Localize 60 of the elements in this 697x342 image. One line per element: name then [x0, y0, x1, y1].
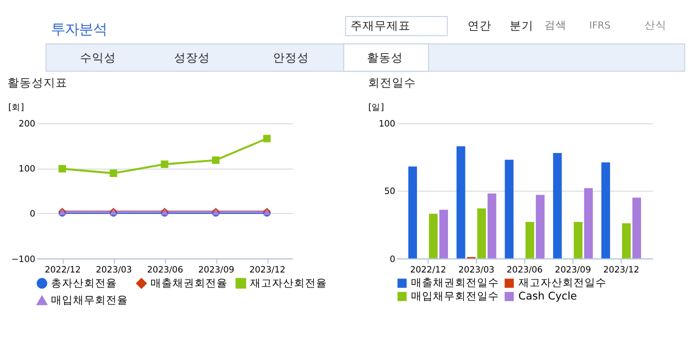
bar [584, 188, 593, 258]
x-tick-label: 2023/06 [147, 265, 184, 276]
bar [504, 160, 514, 258]
bar [536, 194, 545, 258]
x-tick-label: 2023/12 [249, 265, 286, 276]
chart-title: 회전일수 [368, 76, 416, 90]
y-axis-title: [일] [368, 103, 384, 114]
bar [526, 222, 534, 258]
bar [439, 210, 448, 258]
y-tick-label: 0 [30, 210, 36, 220]
x-tick-label: 2023/09 [198, 265, 234, 276]
legend-label: 매출채권회전일수 [411, 276, 500, 290]
text: 수익성 [80, 50, 116, 64]
y-tick-label: 200 [18, 120, 36, 130]
legend-label: 매입채무회전일수 [411, 289, 500, 302]
legend-label: 재고자산회전율 [250, 276, 328, 290]
point [110, 169, 118, 177]
legend-label: Cash Cycle [518, 289, 577, 302]
legend-label: 총자산회전율 [51, 276, 118, 290]
x-tick-label: 2022/12 [44, 265, 81, 276]
x-tick-label: 2023/03 [96, 265, 132, 276]
bar [601, 162, 610, 258]
y-tick-label: 50 [384, 187, 396, 198]
text: 주재무제표 [350, 18, 410, 32]
x-tick-label: 2022/12 [410, 265, 446, 276]
x-tick-label: 2023/06 [506, 265, 543, 276]
bar [477, 208, 486, 258]
chart-title: 활동성지표 [8, 76, 68, 90]
y-tick-label: 100 [378, 120, 396, 130]
bar [553, 152, 562, 258]
point [212, 156, 220, 164]
text: 활동성 [367, 50, 404, 64]
x-tick-label: 2023/12 [603, 265, 640, 276]
bar [428, 214, 438, 258]
point [160, 160, 168, 168]
bar [574, 222, 582, 258]
y-tick-label: 100 [18, 164, 36, 175]
text: 검색 [544, 18, 567, 32]
bar [632, 198, 642, 258]
bar [408, 166, 417, 258]
text: 연간 [467, 18, 492, 32]
legend-label: 재고자산회전일수 [518, 276, 606, 290]
point [58, 164, 66, 172]
y-tick-label: 0 [390, 254, 396, 265]
legend-label: 매입채무회전율 [51, 293, 128, 306]
x-tick-label: 2023/03 [458, 265, 494, 276]
legend-label: 매출채권회전율 [150, 276, 228, 290]
text: 산식 [644, 18, 666, 32]
text: 투자분석 [51, 22, 108, 38]
point [263, 134, 271, 142]
bar [456, 146, 466, 258]
bar [488, 194, 496, 258]
y-axis-title: [회] [8, 103, 24, 114]
text: 안정성 [272, 50, 309, 64]
y-tick-label: −100 [11, 254, 36, 265]
text: 분기 [510, 18, 534, 32]
bar [622, 223, 631, 258]
x-tick-label: 2023/09 [554, 265, 591, 276]
text: IFRS [589, 20, 611, 32]
text: 성장성 [174, 50, 210, 64]
